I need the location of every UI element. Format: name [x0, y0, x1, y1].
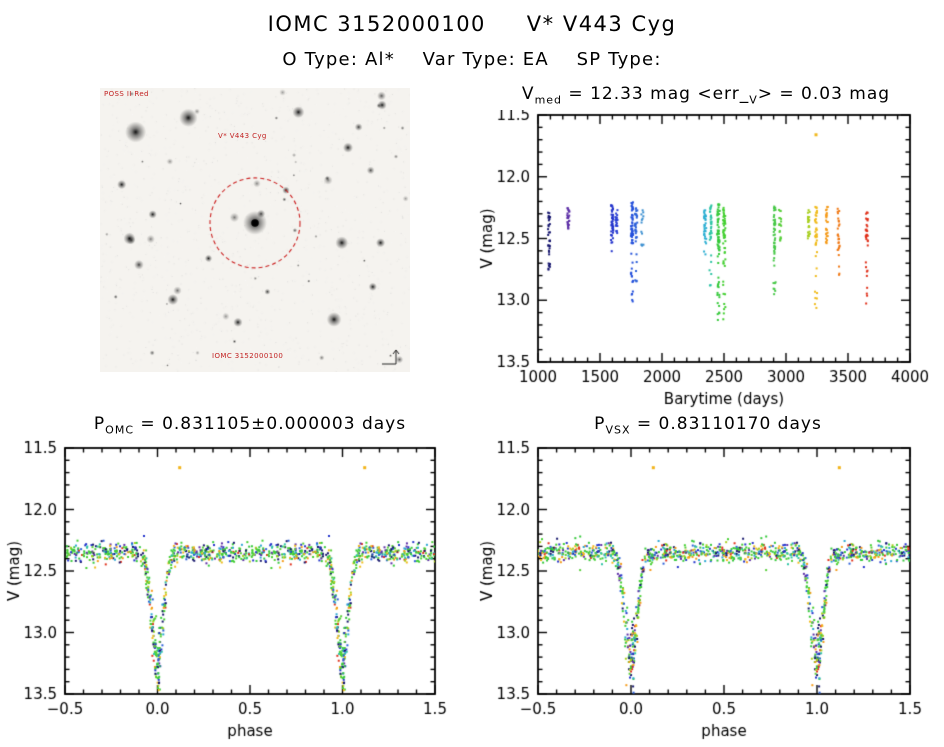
- phase-folded-plot-vsx: [473, 440, 943, 740]
- phase-folded-plot-omc: [0, 440, 470, 740]
- title-part-sub: med: [534, 93, 563, 107]
- phase-vsx-title: PVSX = 0.83110170 days: [473, 414, 943, 436]
- time-series-plot: [468, 110, 944, 410]
- title-part: = 0.83110170 days: [630, 414, 822, 434]
- title-part-sub: V: [749, 93, 758, 107]
- starfield-footer-label: IOMC 3152000100: [212, 352, 284, 360]
- title-part-sub: OMC: [105, 423, 135, 437]
- figure-subtitle: O Type: Al* Var Type: EA SP Type:: [282, 49, 662, 70]
- title-part: > = 0.03 mag: [757, 84, 891, 104]
- starfield-target-label: V* V443 Cyg: [218, 132, 267, 140]
- starfield-image: [100, 88, 410, 372]
- title-part: V: [521, 84, 535, 104]
- title-part-sub: VSX: [605, 423, 631, 437]
- figure-title: IOMC 3152000100 V* V443 Cyg: [267, 12, 677, 36]
- phase-omc-title: POMC = 0.831105±0.000003 days: [20, 414, 480, 436]
- finding-chart-panel: POSS II Red V* V443 Cyg IOMC 3152000100: [100, 88, 410, 372]
- starfield-survey-label: POSS II Red: [104, 90, 149, 98]
- title-part: P: [93, 414, 106, 434]
- title-part: P: [594, 414, 606, 434]
- timeseries-title: Vmed = 12.33 mag <err_V> = 0.03 mag: [468, 84, 944, 106]
- title-part: = 12.33 mag <err_: [562, 84, 750, 104]
- title-part: = 0.831105±0.000003 days: [134, 414, 407, 434]
